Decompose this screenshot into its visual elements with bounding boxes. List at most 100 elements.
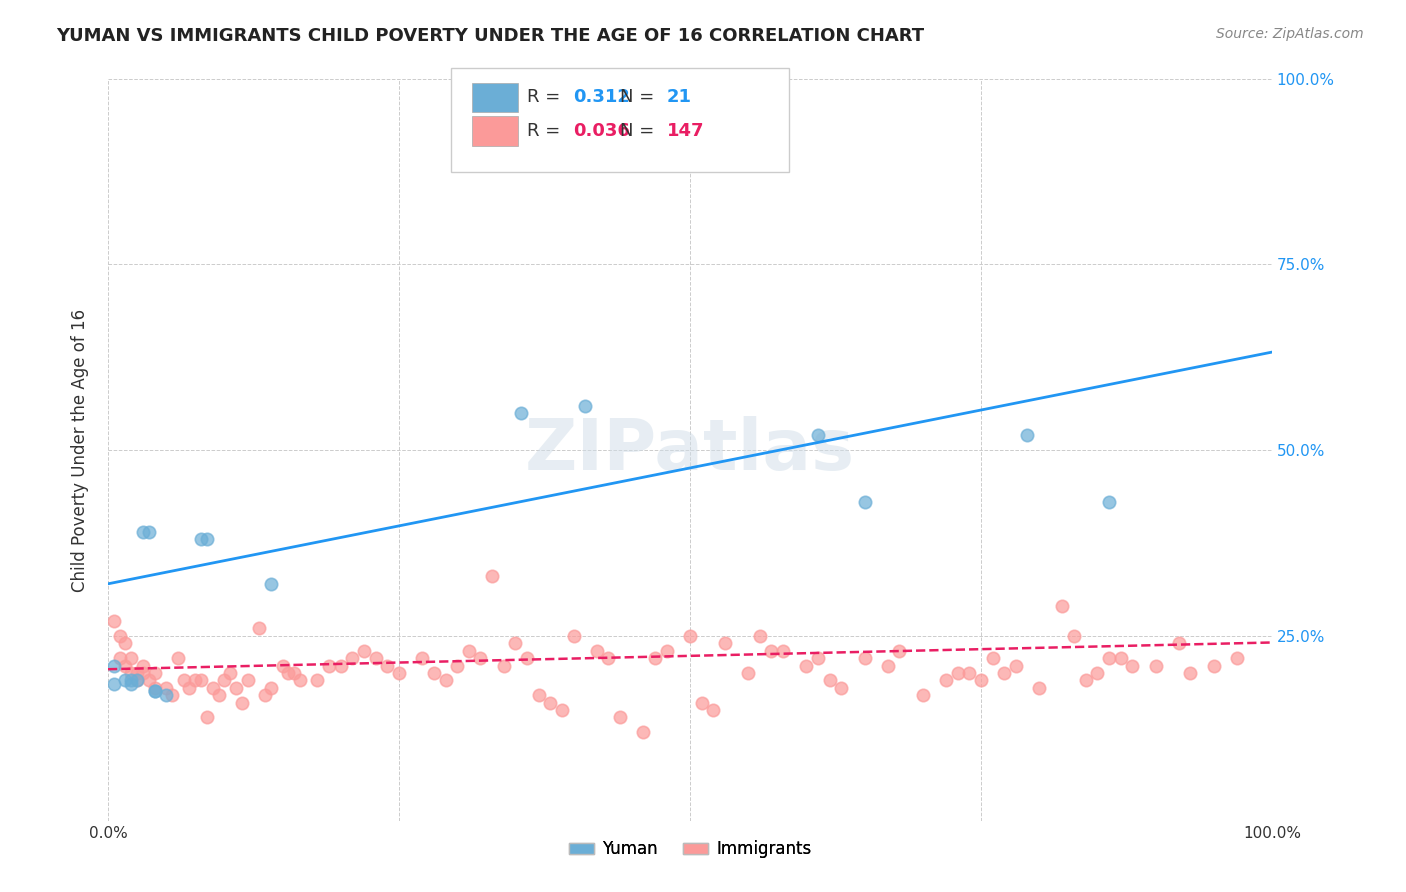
Point bbox=[1098, 495, 1121, 509]
Point bbox=[247, 621, 270, 635]
FancyBboxPatch shape bbox=[472, 116, 517, 145]
Point bbox=[160, 688, 183, 702]
Point bbox=[853, 495, 876, 509]
Point bbox=[103, 677, 125, 691]
Point bbox=[644, 651, 666, 665]
Point bbox=[120, 673, 142, 688]
Point bbox=[772, 643, 794, 657]
Text: Source: ZipAtlas.com: Source: ZipAtlas.com bbox=[1216, 27, 1364, 41]
Point bbox=[1202, 658, 1225, 673]
Point bbox=[353, 643, 375, 657]
Point bbox=[108, 651, 131, 665]
Point bbox=[446, 658, 468, 673]
Point bbox=[562, 629, 585, 643]
Point bbox=[1074, 673, 1097, 688]
Point bbox=[794, 658, 817, 673]
Point bbox=[318, 658, 340, 673]
Point bbox=[179, 681, 201, 695]
Point bbox=[702, 703, 724, 717]
Point bbox=[853, 651, 876, 665]
Point bbox=[236, 673, 259, 688]
Point bbox=[516, 651, 538, 665]
Point bbox=[748, 629, 770, 643]
Point bbox=[195, 710, 218, 724]
Point bbox=[598, 651, 620, 665]
Point bbox=[1226, 651, 1249, 665]
Point bbox=[1052, 599, 1074, 613]
Point bbox=[585, 643, 607, 657]
Point bbox=[690, 696, 713, 710]
Point bbox=[1085, 665, 1108, 680]
Point bbox=[114, 636, 136, 650]
Point bbox=[510, 406, 533, 420]
Point bbox=[1144, 658, 1167, 673]
Point bbox=[807, 428, 830, 442]
Point bbox=[143, 665, 166, 680]
Point bbox=[132, 665, 155, 680]
Point bbox=[127, 673, 149, 688]
Point bbox=[911, 688, 934, 702]
Text: N =: N = bbox=[620, 88, 659, 106]
Text: 0.036: 0.036 bbox=[574, 122, 630, 140]
Point bbox=[818, 673, 841, 688]
Point bbox=[207, 688, 229, 702]
Point bbox=[1109, 651, 1132, 665]
Point bbox=[423, 665, 446, 680]
Point bbox=[1017, 428, 1039, 442]
Point bbox=[120, 651, 142, 665]
FancyBboxPatch shape bbox=[451, 68, 789, 171]
Point bbox=[143, 681, 166, 695]
Point bbox=[190, 673, 212, 688]
Point bbox=[970, 673, 993, 688]
Point bbox=[260, 577, 283, 591]
Point bbox=[120, 665, 142, 680]
Point bbox=[981, 651, 1004, 665]
Point bbox=[143, 684, 166, 698]
Point bbox=[1063, 629, 1085, 643]
Point bbox=[127, 673, 149, 688]
Point bbox=[184, 673, 207, 688]
Legend: Yuman, Immigrants: Yuman, Immigrants bbox=[562, 834, 818, 865]
Point bbox=[155, 681, 177, 695]
Point bbox=[527, 688, 550, 702]
Point bbox=[434, 673, 457, 688]
Point bbox=[807, 651, 830, 665]
Point bbox=[143, 684, 166, 698]
Point bbox=[609, 710, 631, 724]
Point bbox=[283, 665, 305, 680]
Point bbox=[195, 533, 218, 547]
Point bbox=[492, 658, 515, 673]
Point bbox=[993, 665, 1015, 680]
Point bbox=[329, 658, 352, 673]
Text: ZIPatlas: ZIPatlas bbox=[524, 416, 855, 484]
Point bbox=[219, 665, 242, 680]
Point bbox=[957, 665, 980, 680]
Point bbox=[505, 636, 527, 650]
Point bbox=[761, 643, 783, 657]
Text: 21: 21 bbox=[666, 88, 692, 106]
Point bbox=[214, 673, 236, 688]
Point bbox=[1167, 636, 1189, 650]
Text: 0.312: 0.312 bbox=[574, 88, 630, 106]
Point bbox=[1180, 665, 1202, 680]
Point bbox=[633, 725, 655, 739]
Text: R =: R = bbox=[527, 88, 567, 106]
Point bbox=[190, 533, 212, 547]
Point bbox=[388, 665, 411, 680]
Point bbox=[108, 629, 131, 643]
Point bbox=[138, 524, 160, 539]
Point bbox=[946, 665, 969, 680]
Point bbox=[120, 677, 142, 691]
Point bbox=[103, 614, 125, 628]
Point bbox=[114, 673, 136, 688]
Point bbox=[277, 665, 299, 680]
Point bbox=[132, 524, 155, 539]
Point bbox=[166, 651, 188, 665]
Point bbox=[737, 665, 759, 680]
Point bbox=[127, 665, 149, 680]
Point bbox=[481, 569, 503, 583]
Point bbox=[411, 651, 433, 665]
Text: N =: N = bbox=[620, 122, 659, 140]
Point bbox=[574, 399, 596, 413]
Point bbox=[201, 681, 224, 695]
